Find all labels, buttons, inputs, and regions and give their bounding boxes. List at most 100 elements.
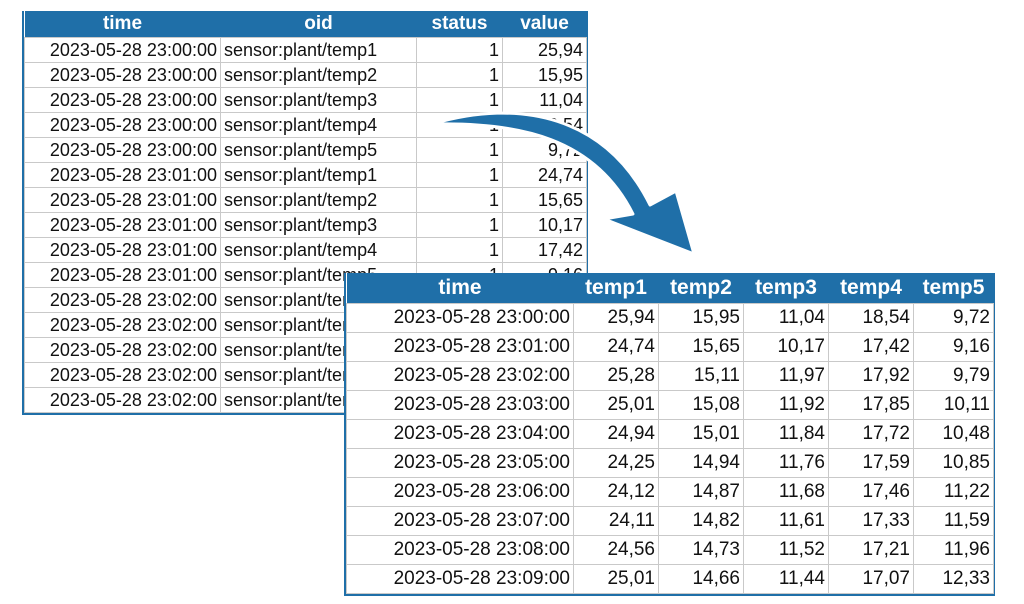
wide-table-row-cell-temp2: 15,01 bbox=[658, 419, 744, 449]
wide-table-row: 2023-05-28 23:05:00 24,25 14,94 11,76 17,59 1… bbox=[346, 448, 994, 478]
wide-table-row-cell-time: 2023-05-28 23:00:00 bbox=[346, 303, 574, 333]
wide-table-row-cell-temp3: 11,04 bbox=[743, 303, 829, 333]
wide-table-row-cell-time: 2023-05-28 23:09:00 bbox=[346, 564, 574, 594]
long-header-value: value bbox=[502, 11, 587, 38]
long-table-row: 2023-05-28 23:01:00 sensor:plant/temp3 1 10… bbox=[24, 212, 587, 238]
wide-table-row-cell-temp1: 24,56 bbox=[573, 535, 659, 565]
wide-header-time: time bbox=[346, 273, 574, 304]
long-table-row: 2023-05-28 23:01:00 sensor:plant/temp1 1 24… bbox=[24, 162, 587, 188]
long-table-row-cell-value: 24,74 bbox=[502, 162, 587, 188]
wide-table-row-cell-temp2: 15,11 bbox=[658, 361, 744, 391]
wide-table-row-cell-temp3: 11,68 bbox=[743, 477, 829, 507]
long-table-row-cell-oid: sensor:plant/temp2 bbox=[220, 187, 417, 213]
wide-table-row-cell-temp2: 14,66 bbox=[658, 564, 744, 594]
long-table-row: 2023-05-28 23:01:00 sensor:plant/temp2 1 15… bbox=[24, 187, 587, 213]
wide-table-row-cell-temp4: 17,92 bbox=[828, 361, 914, 391]
wide-table-row-cell-temp4: 18,54 bbox=[828, 303, 914, 333]
wide-header-temp4: temp4 bbox=[828, 273, 914, 304]
wide-table-row-cell-time: 2023-05-28 23:07:00 bbox=[346, 506, 574, 536]
wide-table-row-cell-temp1: 24,11 bbox=[573, 506, 659, 536]
long-table-row-cell-oid: sensor:plant/temp1 bbox=[220, 162, 417, 188]
wide-table-row-cell-time: 2023-05-28 23:06:00 bbox=[346, 477, 574, 507]
long-table-row: 2023-05-28 23:00:00sensor:plant/temp4118… bbox=[24, 112, 587, 138]
wide-table-row: 2023-05-28 23:08:00 24,56 14,73 11,52 17,21 1… bbox=[346, 535, 994, 565]
wide-table-row-cell-temp4: 17,07 bbox=[828, 564, 914, 594]
wide-table-row-cell-temp5: 9,16 bbox=[913, 332, 994, 362]
wide-table-row-cell-temp5: 10,48 bbox=[913, 419, 994, 449]
wide-table-row-cell-temp1: 24,25 bbox=[573, 448, 659, 478]
wide-table-row-cell-temp4: 17,72 bbox=[828, 419, 914, 449]
wide-table-row-cell-temp3: 11,92 bbox=[743, 390, 829, 420]
long-format-table-container: time oid status value 2023-05-28 23:00:0… bbox=[22, 11, 588, 415]
long-table-row-cell-value: 15,95 bbox=[502, 62, 587, 88]
wide-table-row-cell-temp2: 15,08 bbox=[658, 390, 744, 420]
wide-table-row-cell-temp2: 15,65 bbox=[658, 332, 744, 362]
wide-table-row-cell-temp1: 24,12 bbox=[573, 477, 659, 507]
wide-header-temp5: temp5 bbox=[913, 273, 994, 304]
long-table-row-cell-time: 2023-05-28 23:00:00 bbox=[24, 137, 221, 163]
long-table-row-cell-status: 1 bbox=[416, 137, 503, 163]
wide-table-row-cell-temp3: 11,44 bbox=[743, 564, 829, 594]
long-table-row-cell-time: 2023-05-28 23:01:00 bbox=[24, 187, 221, 213]
long-table-row-cell-oid: sensor:plant/temp4 bbox=[220, 237, 417, 263]
long-table-row-cell-status: 1 bbox=[416, 212, 503, 238]
wide-table-row-cell-temp1: 25,01 bbox=[573, 390, 659, 420]
wide-table-row-cell-temp2: 14,87 bbox=[658, 477, 744, 507]
long-table-row-cell-time: 2023-05-28 23:02:00 bbox=[24, 287, 221, 313]
wide-table-row-cell-temp2: 14,73 bbox=[658, 535, 744, 565]
long-format-table: time oid status value 2023-05-28 23:00:0… bbox=[24, 11, 587, 413]
wide-table-row: 2023-05-28 23:06:00 24,12 14,87 11,68 17,46 1… bbox=[346, 477, 994, 507]
wide-table-row-cell-temp5: 9,72 bbox=[913, 303, 994, 333]
wide-table-row: 2023-05-28 23:03:00 25,01 15,08 11,92 17,85 1… bbox=[346, 390, 994, 420]
long-table-row-cell-value: 25,94 bbox=[502, 37, 587, 63]
wide-table-row-cell-temp1: 24,94 bbox=[573, 419, 659, 449]
wide-table-row-cell-temp2: 14,82 bbox=[658, 506, 744, 536]
wide-table-row: 2023-05-28 23:09:00 25,01 14,66 11,44 17,07 1… bbox=[346, 564, 994, 594]
wide-table-row-cell-time: 2023-05-28 23:02:00 bbox=[346, 361, 574, 391]
long-header-time: time bbox=[24, 11, 221, 38]
wide-header-temp3: temp3 bbox=[743, 273, 829, 304]
long-table-row: 2023-05-28 23:00:00 sensor:plant/temp3 1 11… bbox=[24, 87, 587, 113]
wide-table-row-cell-time: 2023-05-28 23:03:00 bbox=[346, 390, 574, 420]
wide-table-row-cell-temp4: 17,85 bbox=[828, 390, 914, 420]
long-table-row-cell-oid: sensor:plant/temp2 bbox=[220, 62, 417, 88]
wide-table-row-cell-temp1: 24,74 bbox=[573, 332, 659, 362]
long-table-row-cell-value: 11,04 bbox=[502, 87, 587, 113]
wide-table-row: 2023-05-28 23:01:00 24,74 15,65 10,17 17,42 9… bbox=[346, 332, 994, 362]
wide-header-temp2: temp2 bbox=[658, 273, 744, 304]
wide-table-row-cell-temp4: 17,42 bbox=[828, 332, 914, 362]
long-table-row-cell-time: 2023-05-28 23:00:00 bbox=[24, 37, 221, 63]
long-table-row-cell-time: 2023-05-28 23:01:00 bbox=[24, 262, 221, 288]
long-table-row-cell-time: 2023-05-28 23:02:00 bbox=[24, 387, 221, 413]
long-header-oid: oid bbox=[220, 11, 417, 38]
wide-table-row-cell-temp4: 17,46 bbox=[828, 477, 914, 507]
wide-table-row-cell-temp2: 14,94 bbox=[658, 448, 744, 478]
wide-table-row: 2023-05-28 23:00:00 25,94 15,95 11,04 18,54 9… bbox=[346, 303, 994, 333]
wide-table-row: 2023-05-28 23:04:00 24,94 15,01 11,84 17,72 1… bbox=[346, 419, 994, 449]
long-table-header-row: time oid status value bbox=[24, 11, 587, 38]
wide-table-row: 2023-05-28 23:07:00 24,11 14,82 11,61 17,33 1… bbox=[346, 506, 994, 536]
wide-table-row: 2023-05-28 23:02:00 25,28 15,11 11,97 17,92 9… bbox=[346, 361, 994, 391]
wide-table-row-cell-temp3: 10,17 bbox=[743, 332, 829, 362]
wide-header-temp1: temp1 bbox=[573, 273, 659, 304]
long-table-row-cell-status: 1 bbox=[416, 62, 503, 88]
wide-table-row-cell-temp2: 15,95 bbox=[658, 303, 744, 333]
long-table-row-cell-status: 1 bbox=[416, 87, 503, 113]
long-table-row-cell-time: 2023-05-28 23:00:00 bbox=[24, 87, 221, 113]
wide-table-row-cell-temp1: 25,01 bbox=[573, 564, 659, 594]
long-table-row: 2023-05-28 23:00:00 sensor:plant/temp1 1 25… bbox=[24, 37, 587, 63]
wide-table-row-cell-time: 2023-05-28 23:05:00 bbox=[346, 448, 574, 478]
wide-table-row-cell-time: 2023-05-28 23:04:00 bbox=[346, 419, 574, 449]
wide-table-header-row: time temp1 temp2 temp3 temp4 temp5 bbox=[346, 273, 994, 304]
wide-table-row-cell-temp1: 25,28 bbox=[573, 361, 659, 391]
wide-table-row-cell-temp4: 17,59 bbox=[828, 448, 914, 478]
wide-table-row-cell-temp5: 12,33 bbox=[913, 564, 994, 594]
wide-table-row-cell-temp3: 11,61 bbox=[743, 506, 829, 536]
wide-table-row-cell-time: 2023-05-28 23:08:00 bbox=[346, 535, 574, 565]
wide-table-row-cell-temp5: 11,22 bbox=[913, 477, 994, 507]
long-table-row-cell-oid: sensor:plant/temp3 bbox=[220, 212, 417, 238]
long-table-row-cell-value: 17,42 bbox=[502, 237, 587, 263]
long-table-row-cell-status: 1 bbox=[416, 187, 503, 213]
wide-table-row-cell-temp5: 9,79 bbox=[913, 361, 994, 391]
